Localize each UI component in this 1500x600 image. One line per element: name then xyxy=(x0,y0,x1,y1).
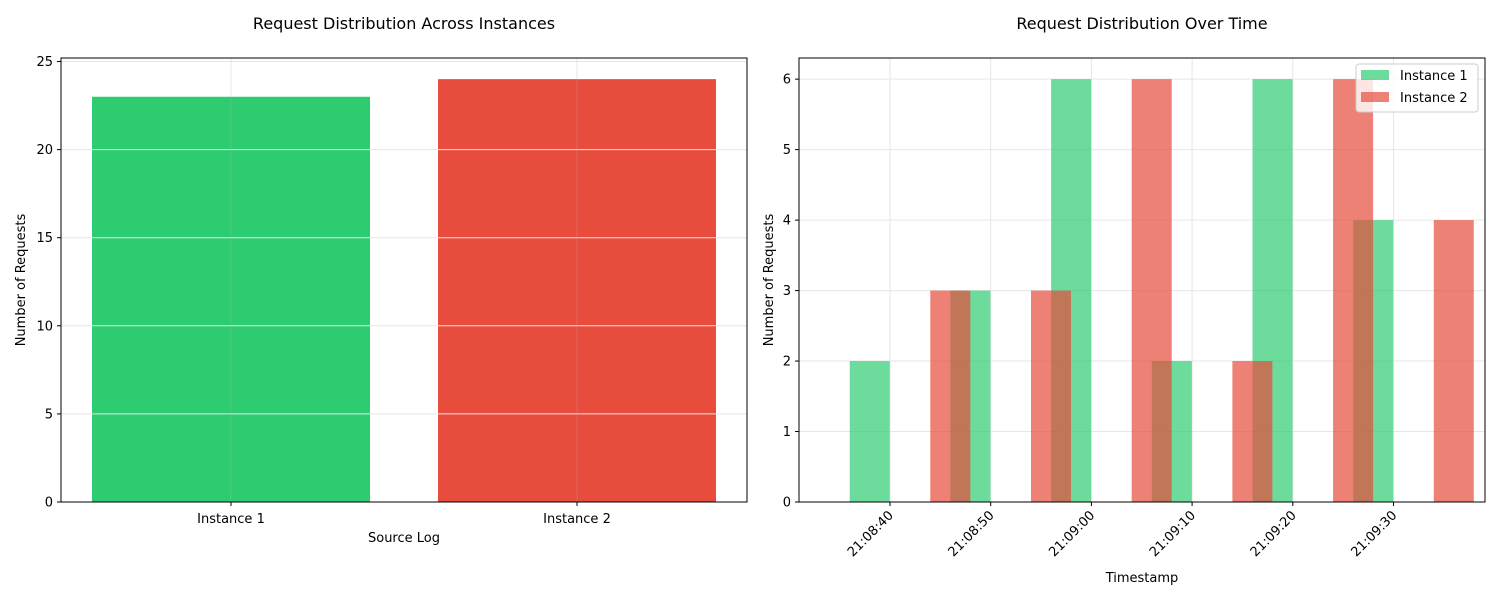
left-chart-xlabel: Source Log xyxy=(368,531,440,546)
bar-instance-2 xyxy=(1131,79,1172,503)
left-chart-ticks: 0 5 10 15 20 25 Instance 1 Instance 2 xyxy=(36,55,610,527)
legend-swatch-instance-2 xyxy=(1361,92,1389,102)
right-chart-title: Request Distribution Over Time xyxy=(1016,14,1267,33)
bar-instance-2 xyxy=(1232,361,1273,502)
right-chart-frame xyxy=(798,57,1486,503)
y-tick-label: 5 xyxy=(45,407,53,422)
right-chart-bars xyxy=(849,79,1474,503)
y-tick-label: 20 xyxy=(36,143,53,158)
x-tick-label: Instance 1 xyxy=(197,512,265,527)
x-tick-label: 21:09:30 xyxy=(1348,508,1400,560)
y-tick-label: 4 xyxy=(783,214,791,229)
x-tick-label: 21:08:40 xyxy=(845,508,897,560)
bar-instance-1 xyxy=(92,96,370,502)
y-tick-label: 1 xyxy=(783,425,791,440)
y-tick-label: 3 xyxy=(783,284,791,299)
y-tick-label: 5 xyxy=(783,143,791,158)
bar-instance-1 xyxy=(849,361,890,502)
bar-instance-2 xyxy=(930,290,971,502)
legend-swatch-instance-1 xyxy=(1361,70,1389,80)
legend-label-instance-1: Instance 1 xyxy=(1400,69,1468,84)
y-tick-label: 6 xyxy=(783,73,791,88)
right-chart-xlabel: Timestamp xyxy=(1105,571,1179,586)
bar-instance-2 xyxy=(1433,220,1474,502)
x-tick-label: 21:09:00 xyxy=(1046,508,1098,560)
y-tick-label: 25 xyxy=(36,55,53,70)
left-chart-frame xyxy=(60,57,748,503)
x-tick-label: Instance 2 xyxy=(543,512,611,527)
left-chart-title: Request Distribution Across Instances xyxy=(253,14,555,33)
x-tick-label: 21:08:50 xyxy=(946,508,998,560)
legend-label-instance-2: Instance 2 xyxy=(1400,91,1468,106)
right-chart-legend: Instance 1 Instance 2 xyxy=(1355,63,1479,113)
x-tick-label: 21:09:20 xyxy=(1248,508,1300,560)
bar-instance-2 xyxy=(1030,290,1071,502)
left-chart: Request Distribution Across Instances So… xyxy=(14,14,748,546)
right-chart-ylabel: Number of Requests xyxy=(762,213,777,346)
right-chart: Request Distribution Over Time Timestamp… xyxy=(762,14,1486,586)
bar-instance-2 xyxy=(1333,79,1374,503)
y-tick-label: 0 xyxy=(45,496,53,511)
y-tick-label: 10 xyxy=(36,319,53,334)
left-chart-ylabel: Number of Requests xyxy=(14,213,29,346)
x-tick-label: 21:09:10 xyxy=(1147,508,1199,560)
y-tick-label: 15 xyxy=(36,231,53,246)
y-tick-label: 0 xyxy=(783,496,791,511)
left-chart-bars xyxy=(92,79,716,503)
y-tick-label: 2 xyxy=(783,355,791,370)
